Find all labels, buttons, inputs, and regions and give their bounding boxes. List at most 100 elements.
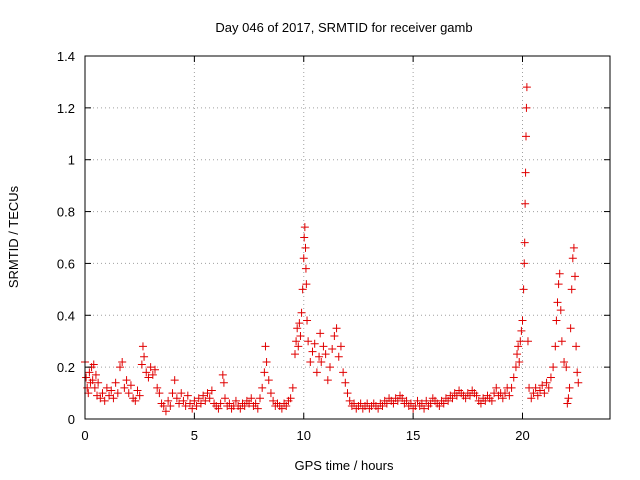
- data-point: [181, 402, 190, 411]
- data-point: [487, 396, 496, 405]
- data-point: [190, 396, 199, 405]
- data-point: [316, 329, 325, 338]
- data-point: [565, 383, 574, 392]
- data-point: [515, 357, 524, 366]
- data-point: [516, 337, 525, 346]
- data-point: [522, 103, 531, 112]
- data-point: [236, 404, 245, 413]
- data-point: [166, 402, 175, 411]
- data-point: [378, 402, 387, 411]
- data-point: [538, 381, 547, 390]
- data-point: [155, 389, 164, 398]
- data-point: [183, 391, 192, 400]
- data-point: [218, 370, 227, 379]
- data-point: [552, 316, 561, 325]
- data-point: [568, 254, 577, 263]
- data-point: [161, 407, 170, 416]
- data-point: [111, 378, 120, 387]
- data-point: [527, 394, 536, 403]
- data-point: [201, 396, 210, 405]
- data-point: [199, 391, 208, 400]
- axis-ticks: [84, 55, 610, 420]
- data-point: [549, 363, 558, 372]
- data-point: [546, 373, 555, 382]
- data-point: [288, 383, 297, 392]
- data-point: [569, 243, 578, 252]
- data-point: [554, 280, 563, 289]
- data-point: [303, 316, 312, 325]
- data-point: [536, 386, 544, 395]
- data-point: [509, 373, 518, 382]
- data-point: [216, 399, 225, 408]
- data-point: [522, 83, 531, 92]
- data-point: [256, 394, 264, 403]
- x-tick-label: 20: [515, 428, 529, 443]
- data-point: [164, 396, 173, 405]
- data-point: [321, 350, 330, 359]
- data-point: [413, 396, 422, 405]
- data-point: [556, 306, 565, 315]
- data-point: [225, 399, 234, 408]
- data-point: [264, 376, 273, 385]
- data-point: [520, 238, 529, 247]
- data-point: [557, 337, 566, 346]
- data-point: [542, 378, 551, 387]
- data-point: [207, 386, 216, 395]
- data-point: [144, 373, 153, 382]
- data-point: [282, 402, 291, 411]
- data-point: [188, 404, 197, 413]
- data-point: [572, 342, 581, 351]
- data-point: [85, 368, 94, 377]
- data-point: [308, 347, 317, 356]
- data-point: [292, 337, 301, 346]
- data-point: [435, 402, 444, 411]
- data-point: [214, 404, 223, 413]
- y-tick-label: 0: [68, 412, 75, 427]
- chart-title: Day 046 of 2017, SRMTID for receiver gam…: [215, 20, 472, 35]
- data-point: [339, 368, 348, 377]
- data-point: [269, 396, 278, 405]
- data-point: [105, 391, 114, 400]
- data-point: [219, 378, 228, 387]
- data-point: [131, 396, 140, 405]
- data-point: [323, 376, 332, 385]
- data-point: [126, 381, 135, 390]
- data-point: [295, 319, 304, 328]
- data-point: [109, 394, 118, 403]
- data-point: [186, 399, 194, 408]
- data-point: [566, 324, 575, 333]
- data-point: [102, 383, 111, 392]
- data-point: [402, 396, 411, 405]
- y-tick-label: 1.4: [57, 49, 75, 64]
- data-point: [511, 363, 520, 372]
- x-tick-label: 5: [191, 428, 198, 443]
- data-point: [135, 391, 144, 400]
- data-point: [439, 399, 448, 408]
- data-point: [89, 360, 98, 369]
- data-point: [140, 352, 149, 361]
- data-point: [175, 399, 184, 408]
- data-point: [417, 399, 426, 408]
- data-point: [84, 389, 93, 398]
- x-tick-label: 10: [297, 428, 311, 443]
- data-point: [492, 383, 501, 392]
- y-tick-label: 0.4: [57, 308, 75, 323]
- data-point: [203, 389, 212, 398]
- y-tick-label: 0.6: [57, 256, 75, 271]
- data-point: [461, 394, 470, 403]
- data-point: [253, 404, 262, 413]
- data-point: [505, 391, 514, 400]
- data-point: [261, 342, 270, 351]
- data-point: [293, 324, 302, 333]
- data-point: [389, 399, 398, 408]
- data-point: [420, 404, 429, 413]
- data-point: [177, 389, 186, 398]
- data-point: [555, 269, 564, 278]
- data-point: [260, 368, 269, 377]
- tick-labels: 0 0.2 0.4 0.6 0.8 1 1.2 1.4 0 5 10 15 20: [57, 49, 530, 443]
- x-tick-label: 0: [81, 428, 88, 443]
- data-point: [142, 368, 151, 377]
- data-point: [153, 383, 162, 392]
- data-point: [472, 391, 481, 400]
- data-point: [406, 399, 415, 408]
